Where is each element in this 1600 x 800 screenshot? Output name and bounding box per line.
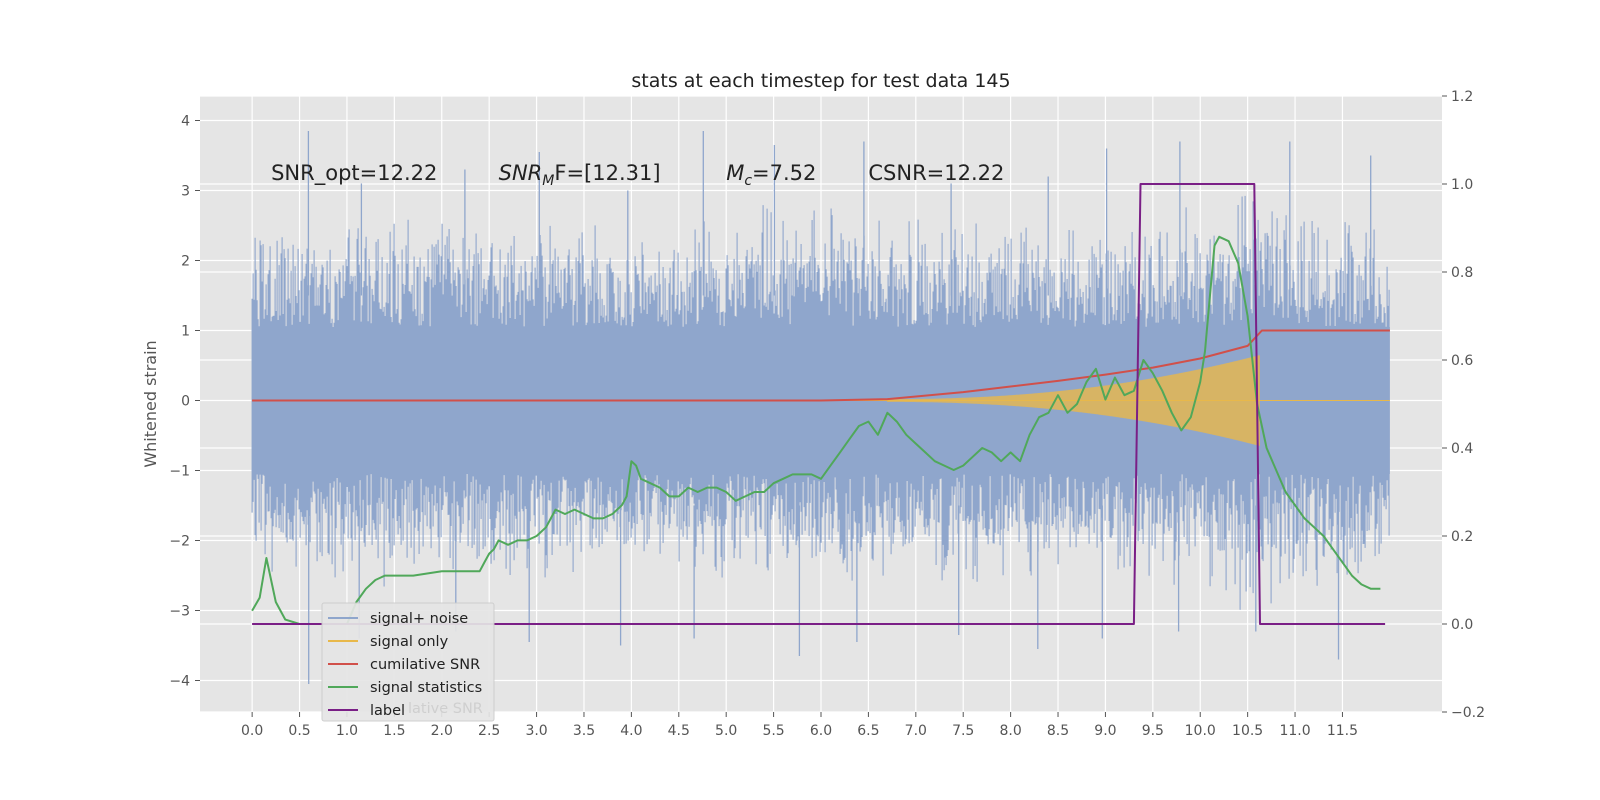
legend: lative SNR signal+ noise signal only cumila… <box>321 602 495 722</box>
x-tick-label: 5.5 <box>762 723 784 739</box>
series-label <box>252 183 1386 625</box>
y-tick-label: −1 <box>169 464 190 480</box>
y2-tick-label: 0.0 <box>1451 617 1473 633</box>
x-tick-label: 8.5 <box>1047 723 1069 739</box>
x-tick-label: 5.0 <box>715 723 737 739</box>
x-tick-label: 11.0 <box>1279 723 1310 739</box>
y-tick-label: −4 <box>169 674 190 690</box>
legend-entry: signal only <box>370 634 449 650</box>
x-tick-label: 8.0 <box>999 723 1021 739</box>
y2-tick-label: 0.2 <box>1451 529 1473 545</box>
y-tick-label: −2 <box>169 534 190 550</box>
x-tick-label: 2.0 <box>431 723 453 739</box>
annotation-2: Mc=7.52 <box>726 161 816 189</box>
legend-box <box>321 602 495 722</box>
x-tick-label: 10.5 <box>1232 723 1263 739</box>
x-tick-label: 7.0 <box>905 723 927 739</box>
legend-entry: cumilative SNR <box>370 657 480 673</box>
series-signal-statistics <box>251 235 1381 625</box>
annotation-1: SNRMF=[12.31] <box>499 161 661 189</box>
x-tick-label: 0.0 <box>241 723 263 739</box>
x-tick-label: 11.5 <box>1327 723 1358 739</box>
y-tick-label: 4 <box>181 114 190 130</box>
annotation-0: SNR_opt=12.22 <box>271 161 437 186</box>
y-tick-label: 0 <box>181 394 190 410</box>
y2-tick-label: −0.2 <box>1451 705 1485 721</box>
y2-tick-label: 0.6 <box>1451 353 1473 369</box>
x-tick-label: 7.5 <box>952 723 974 739</box>
x-tick-label: 3.0 <box>525 723 547 739</box>
y2-tick-label: 1.0 <box>1451 177 1473 193</box>
x-tick-label: 6.5 <box>857 723 879 739</box>
x-tick-label: 4.0 <box>620 723 642 739</box>
y-tick-label: −3 <box>169 604 190 620</box>
legend-entry: signal statistics <box>370 680 482 696</box>
y-tick-label: 2 <box>181 254 190 270</box>
chart-title: stats at each timestep for test data 145 <box>631 70 1010 92</box>
x-tick-label: 0.5 <box>288 723 310 739</box>
annotation-3: CSNR=12.22 <box>868 161 1004 185</box>
legend-entry: signal+ noise <box>370 611 468 627</box>
series-layer <box>251 131 1390 684</box>
x-tick-label: 1.0 <box>336 723 358 739</box>
x-tick-label: 10.0 <box>1185 723 1216 739</box>
x-tick-label: 4.5 <box>668 723 690 739</box>
legend-ghost-text: lative SNR <box>408 701 483 717</box>
y-axis-label: Whitened strain <box>141 340 160 467</box>
y-tick-label: 3 <box>181 184 190 200</box>
x-tick-label: 1.5 <box>383 723 405 739</box>
annotations: SNR_opt=12.22 SNRMF=[12.31] Mc=7.52 CSNR=12… <box>271 161 1004 189</box>
x-tick-label: 2.5 <box>478 723 500 739</box>
y2-tick-label: 0.4 <box>1451 441 1473 457</box>
y-tick-label: 1 <box>181 324 190 340</box>
x-tick-label: 6.0 <box>810 723 832 739</box>
legend-entry: label <box>370 703 405 719</box>
x-tick-label: 3.5 <box>573 723 595 739</box>
x-tick-label: 9.5 <box>1142 723 1164 739</box>
noise-spikes <box>307 131 1372 684</box>
ticks: 0.0 0.5 1.0 1.5 2.0 2.5 3.0 3.5 4.0 4.5 5.0 5.5 6.0 6… <box>169 89 1485 739</box>
y2-tick-label: 1.2 <box>1451 89 1473 105</box>
y2-tick-label: 0.8 <box>1451 265 1473 281</box>
x-tick-label: 9.0 <box>1094 723 1116 739</box>
